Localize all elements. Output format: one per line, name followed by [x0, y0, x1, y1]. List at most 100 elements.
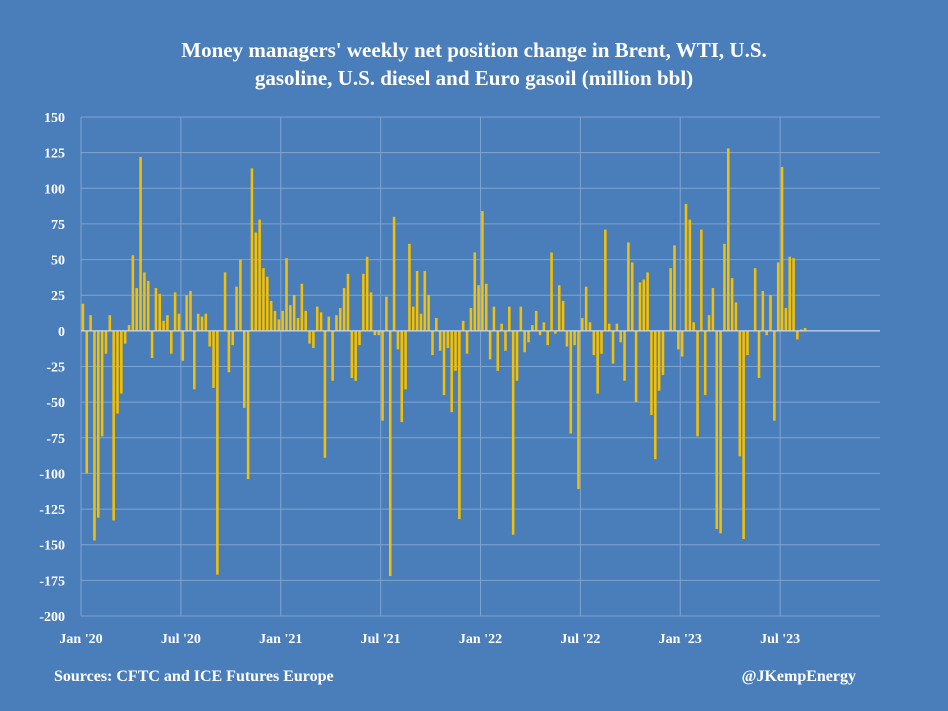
bar: [438, 330, 442, 351]
bar: [473, 252, 477, 331]
bar: [565, 330, 569, 347]
bar: [339, 308, 342, 331]
bar: [461, 320, 465, 331]
bar: [250, 168, 254, 331]
bar: [650, 330, 653, 415]
bar: [258, 219, 261, 331]
bar: [538, 330, 542, 336]
x-tick-label: Jan '23: [659, 632, 702, 647]
bar: [208, 330, 211, 347]
bar: [573, 330, 576, 346]
bar: [484, 283, 488, 331]
bar: [173, 292, 177, 331]
bar: [146, 280, 150, 331]
bar: [193, 330, 196, 390]
bar: [235, 286, 238, 331]
bar: [581, 318, 584, 331]
bar: [496, 330, 500, 371]
bar: [365, 256, 369, 331]
bar: [381, 330, 384, 421]
bar: [761, 290, 765, 331]
bar: [304, 310, 307, 331]
bar: [289, 305, 292, 331]
bar: [162, 320, 165, 331]
bar: [419, 313, 423, 331]
author-handle: @JKempEnergy: [742, 668, 856, 685]
bar: [273, 310, 277, 331]
bar: [166, 315, 169, 331]
bar: [277, 319, 281, 331]
bar: [757, 330, 761, 378]
bar: [100, 330, 104, 437]
bar: [719, 330, 722, 534]
bar: [738, 330, 742, 457]
bar: [492, 306, 496, 331]
bar: [642, 279, 646, 331]
bar: [746, 330, 749, 356]
bar: [127, 325, 131, 331]
bar: [81, 303, 85, 331]
bar: [269, 300, 273, 331]
bar: [669, 268, 672, 331]
bar: [742, 330, 745, 540]
bar: [734, 302, 738, 331]
bar: [135, 288, 138, 331]
bar: [331, 330, 334, 381]
bar: [577, 330, 580, 490]
y-tick-label: 75: [51, 218, 65, 233]
bar: [335, 315, 338, 331]
bar: [469, 308, 473, 331]
bar: [427, 295, 430, 331]
x-tick-label: Jul '23: [760, 632, 800, 647]
bar: [281, 310, 284, 331]
bar: [239, 259, 242, 331]
bar: [242, 330, 246, 408]
y-tick-label: -150: [39, 539, 65, 554]
bar: [346, 273, 350, 331]
bar: [358, 330, 361, 346]
bar: [323, 330, 327, 458]
bar: [431, 330, 434, 356]
bar: [93, 330, 96, 541]
bar: [181, 330, 185, 361]
bar: [143, 272, 146, 331]
bar: [646, 272, 649, 331]
bar: [154, 288, 158, 331]
bar: [139, 156, 142, 331]
bar: [550, 252, 553, 331]
bar: [607, 323, 611, 331]
bar: [799, 329, 803, 331]
x-tick-label: Jul '21: [361, 632, 401, 647]
bar: [227, 330, 231, 373]
bar: [753, 268, 757, 331]
bar: [784, 308, 788, 331]
bar: [319, 312, 323, 331]
bar: [627, 242, 630, 331]
bar: [112, 330, 115, 521]
bar: [661, 330, 665, 376]
bar: [315, 306, 319, 331]
bar: [300, 283, 304, 331]
bar: [204, 313, 208, 331]
bar: [611, 330, 615, 364]
bar: [477, 285, 480, 331]
bars: [81, 148, 807, 577]
bar: [396, 330, 400, 350]
y-tick-label: 0: [58, 325, 65, 340]
bar: [404, 330, 407, 390]
bar: [212, 330, 215, 388]
y-tick-label: -200: [39, 610, 65, 625]
bar: [292, 295, 296, 331]
bar: [534, 310, 538, 331]
bar: [392, 216, 396, 331]
bar: [780, 166, 784, 331]
x-tick-label: Jul '20: [161, 632, 201, 647]
bar: [373, 330, 377, 336]
bar: [654, 330, 657, 460]
bar: [312, 330, 315, 348]
bar: [223, 272, 227, 331]
bar: [408, 243, 411, 331]
bar: [765, 330, 768, 336]
